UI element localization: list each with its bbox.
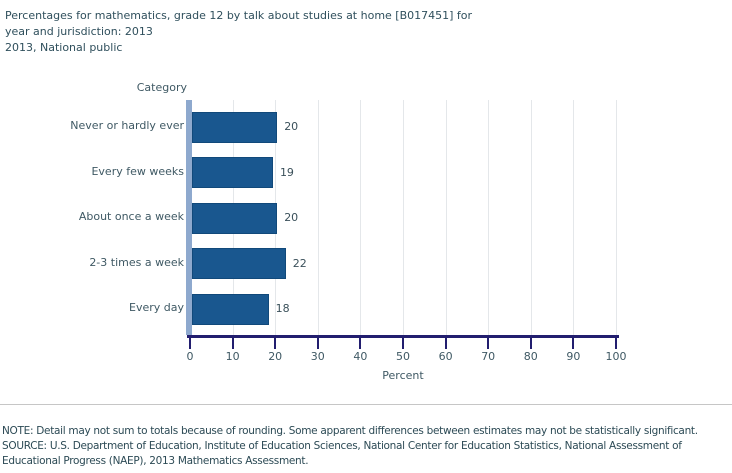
x-axis-tick-label: 80 xyxy=(523,350,538,363)
footnote: NOTE: Detail may not sum to totals becau… xyxy=(2,424,698,469)
bar-value-label: 22 xyxy=(292,256,307,270)
note-line: NOTE: Detail may not sum to totals becau… xyxy=(2,425,698,437)
x-axis-tick-label: 40 xyxy=(353,350,368,363)
category-label: Every few weeks xyxy=(91,164,184,178)
value-axis-title: Percent xyxy=(382,369,424,382)
x-axis-tick xyxy=(444,338,447,349)
x-axis-tick-label: 100 xyxy=(605,350,627,363)
x-axis-tick-label: 70 xyxy=(481,350,496,363)
x-axis-tick xyxy=(615,338,617,349)
x-axis-tick-label: 90 xyxy=(566,350,581,363)
x-axis-tick-label: 10 xyxy=(225,350,240,363)
x-axis-tick xyxy=(231,338,234,349)
bar xyxy=(192,293,269,325)
gridline xyxy=(530,100,532,335)
chart-subtitle: 2013, National public xyxy=(5,41,123,54)
chart-title-line-2: year and jurisdiction: 2013 xyxy=(5,25,153,38)
category-label: Every day xyxy=(129,301,184,315)
x-axis-tick-label: 50 xyxy=(396,350,410,363)
category-label: Never or hardly ever xyxy=(70,119,184,132)
chart-title: Percentages for mathematics, grade 12 by… xyxy=(5,8,472,56)
source-line-1: SOURCE: U.S. Department of Education, In… xyxy=(2,440,682,452)
source-line-2: Educational Progress (NAEP), 2013 Mathem… xyxy=(2,455,309,467)
gridline xyxy=(616,100,617,335)
bar-value-label: 19 xyxy=(279,165,294,179)
x-axis-tick xyxy=(529,338,532,349)
x-axis-line xyxy=(187,335,619,338)
gridline xyxy=(360,100,362,335)
x-axis-tick xyxy=(316,338,319,349)
bar-value-label: 20 xyxy=(284,120,299,133)
x-axis-tick xyxy=(189,338,191,349)
x-axis-tick xyxy=(572,338,575,349)
x-axis-tick xyxy=(402,338,404,349)
bar xyxy=(192,248,286,280)
category-label: About once a week xyxy=(78,210,184,224)
footer-divider xyxy=(0,404,732,405)
bar-value-label: 18 xyxy=(275,302,290,316)
category-label: 2-3 times a week xyxy=(89,255,184,269)
chart-title-line-1: Percentages for mathematics, grade 12 by… xyxy=(5,9,473,22)
category-axis-title: Category xyxy=(136,81,187,94)
x-axis-tick-label: 0 xyxy=(186,350,194,363)
gridline xyxy=(403,100,404,335)
gridline xyxy=(573,100,575,335)
x-axis-tick-label: 20 xyxy=(268,350,283,363)
bar xyxy=(192,111,278,143)
x-axis-tick xyxy=(274,338,277,349)
category-axis-baseline xyxy=(186,100,192,335)
gridline xyxy=(317,100,319,335)
x-axis-tick-label: 30 xyxy=(310,350,325,363)
bar xyxy=(192,157,273,189)
gridline xyxy=(488,100,490,335)
x-axis-tick-label: 60 xyxy=(438,350,453,363)
x-axis-tick xyxy=(487,338,490,349)
x-axis-tick xyxy=(359,338,362,349)
bar-value-label: 20 xyxy=(284,211,299,225)
gridline xyxy=(445,100,447,335)
bar xyxy=(192,202,278,234)
plot-area: Percent 20 19 20 22 18 0 10 20 30 40 50 60 70 80 90 100 xyxy=(186,100,627,382)
